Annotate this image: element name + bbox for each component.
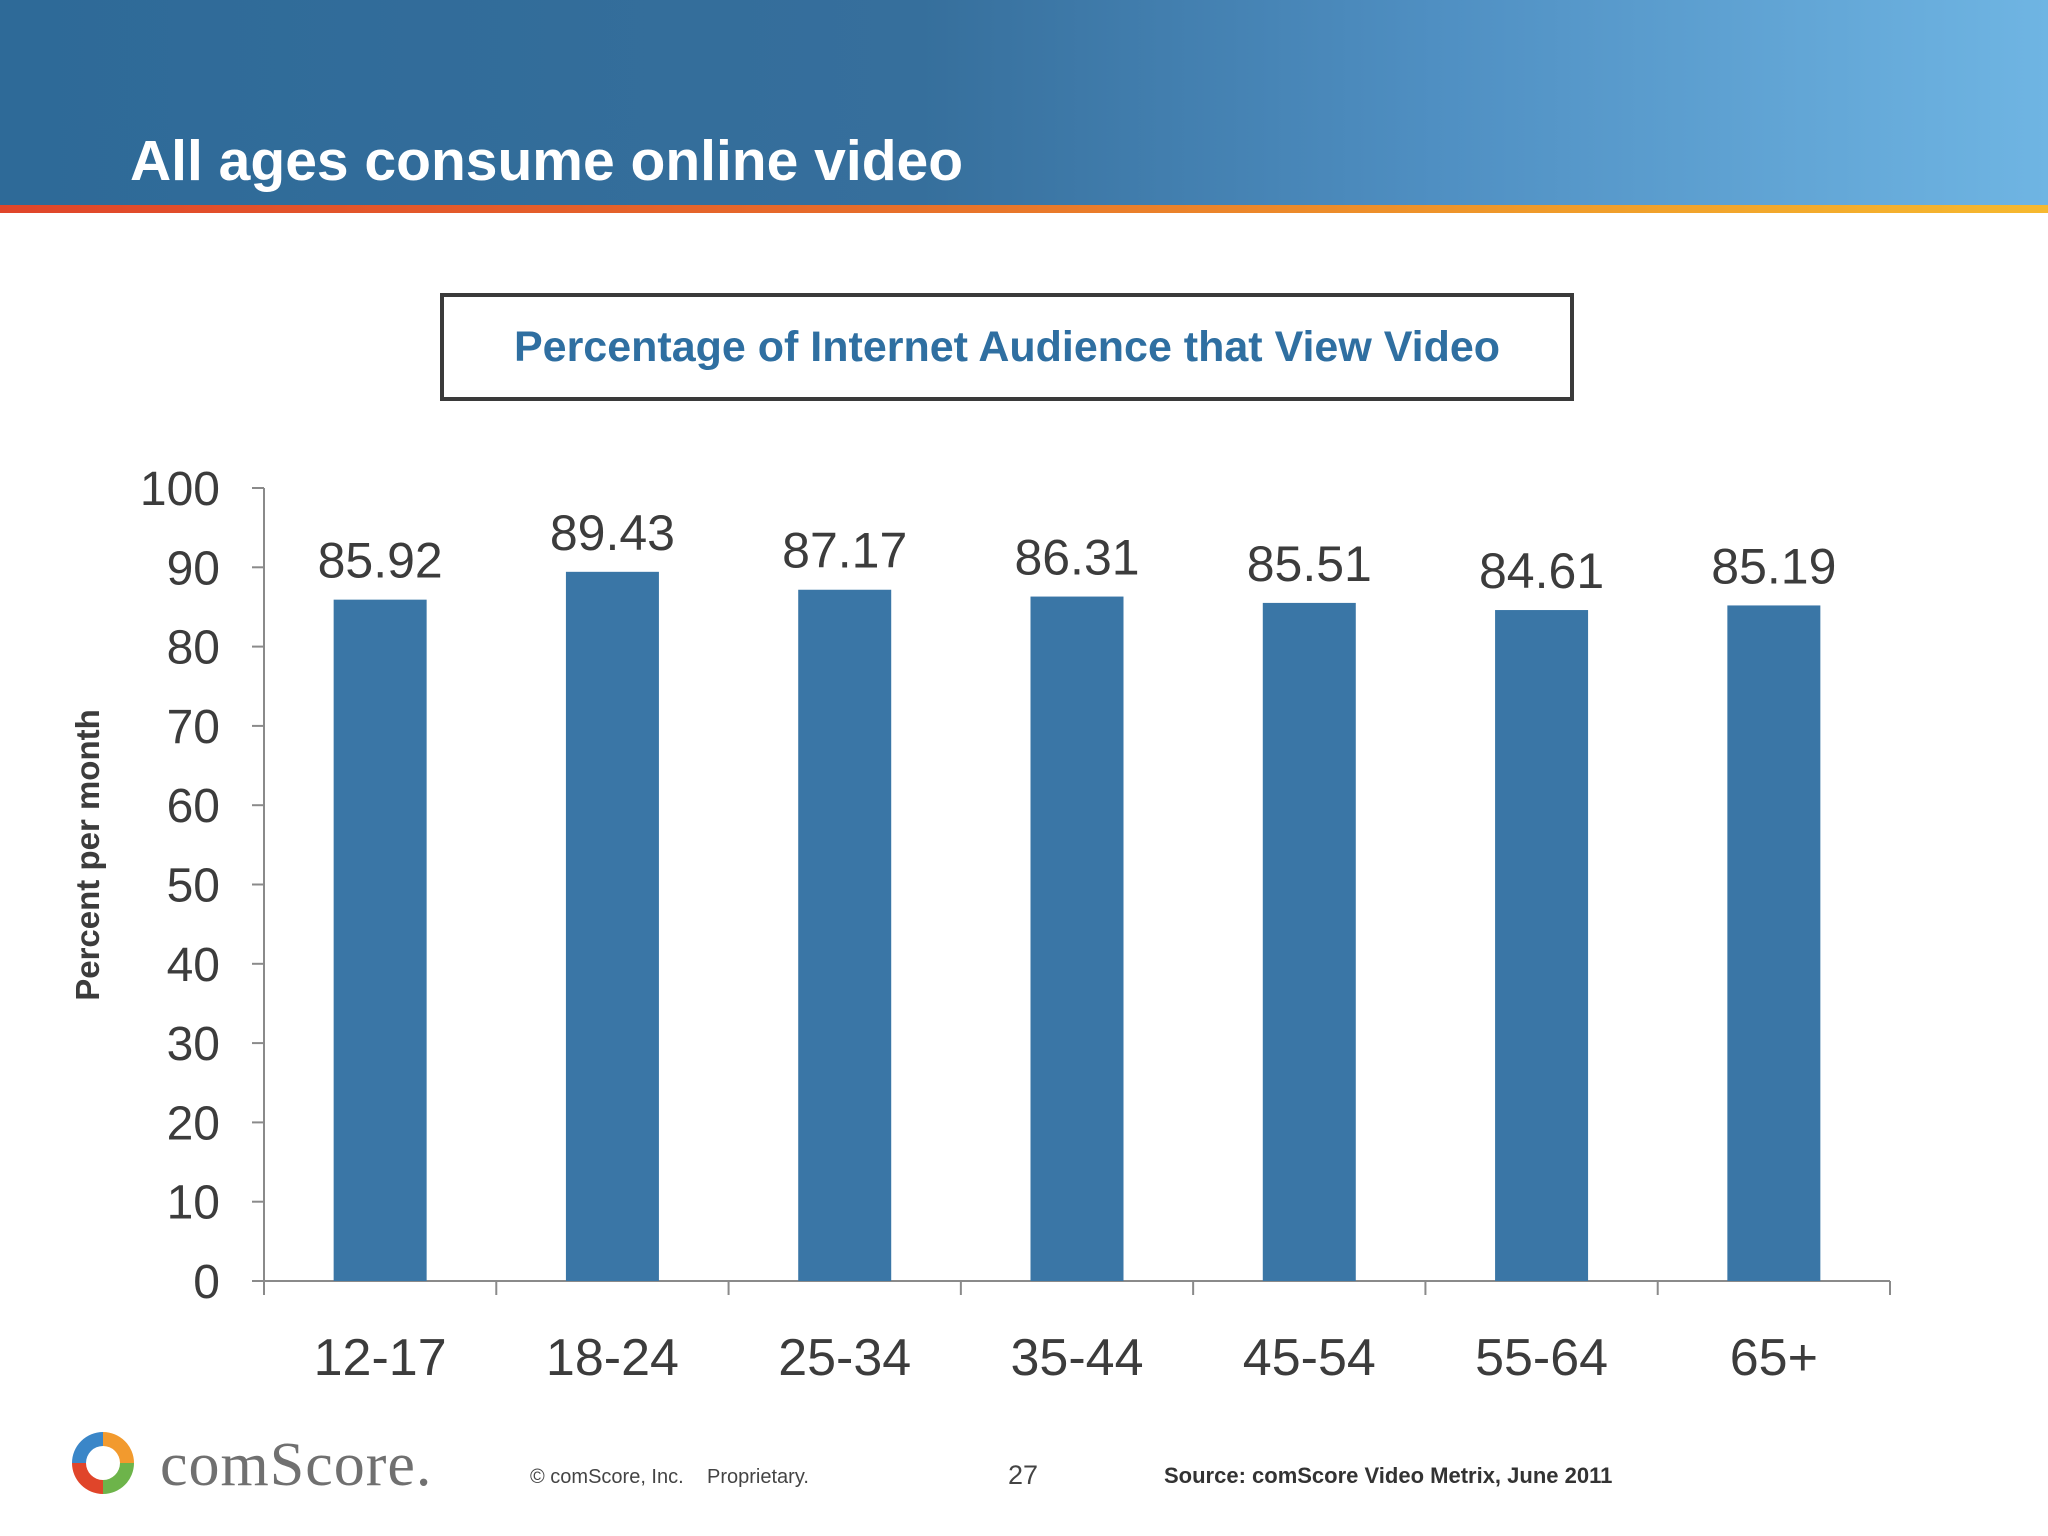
bar	[1030, 596, 1124, 1281]
y-tick-label: 0	[193, 1256, 220, 1309]
data-label: 85.19	[1711, 538, 1836, 594]
x-tick-label: 35-44	[1011, 1329, 1144, 1387]
data-label: 86.31	[1014, 530, 1139, 586]
data-label: 84.61	[1479, 543, 1604, 599]
bar	[1262, 602, 1356, 1281]
y-tick-label: 100	[140, 463, 220, 516]
x-tick-label: 55-64	[1475, 1329, 1608, 1387]
y-tick-label: 80	[167, 622, 220, 675]
chart-title-box: Percentage of Internet Audience that Vie…	[440, 293, 1574, 401]
y-tick-label: 60	[167, 780, 220, 833]
x-tick-label: 65+	[1730, 1329, 1818, 1387]
y-tick-label: 50	[167, 860, 220, 913]
y-tick-label: 10	[167, 1177, 220, 1230]
chart-title: Percentage of Internet Audience that Vie…	[513, 322, 1501, 371]
y-tick-label: 30	[167, 1018, 220, 1071]
bar	[565, 571, 659, 1281]
footer-source: Source: comScore Video Metrix, June 2011	[1164, 1463, 1613, 1488]
header-accent-stripe	[0, 205, 2048, 213]
bar	[1727, 605, 1821, 1281]
data-label: 89.43	[550, 505, 675, 561]
bar	[798, 589, 892, 1281]
footer-copyright: © comScore, Inc.	[530, 1466, 684, 1488]
footer-proprietary: Proprietary.	[707, 1466, 809, 1488]
y-tick-label: 90	[167, 542, 220, 595]
bar	[1495, 610, 1589, 1281]
y-tick-label: 70	[167, 701, 220, 754]
y-tick-label: 40	[167, 939, 220, 992]
data-label: 85.92	[318, 533, 443, 589]
x-tick-label: 12-17	[314, 1329, 447, 1387]
x-tick-label: 45-54	[1243, 1329, 1376, 1387]
x-tick-label: 18-24	[546, 1329, 679, 1387]
data-label: 85.51	[1247, 536, 1372, 592]
comscore-brand: comScore.	[160, 1431, 433, 1499]
comscore-logo-icon	[72, 1432, 134, 1494]
data-label: 87.17	[782, 523, 907, 579]
page-number: 27	[1008, 1460, 1039, 1490]
y-tick-label: 20	[167, 1097, 220, 1150]
bar	[333, 599, 427, 1281]
header-band	[0, 0, 2048, 205]
slide-title: All ages consume online video	[130, 129, 964, 193]
x-tick-label: 25-34	[778, 1329, 911, 1387]
